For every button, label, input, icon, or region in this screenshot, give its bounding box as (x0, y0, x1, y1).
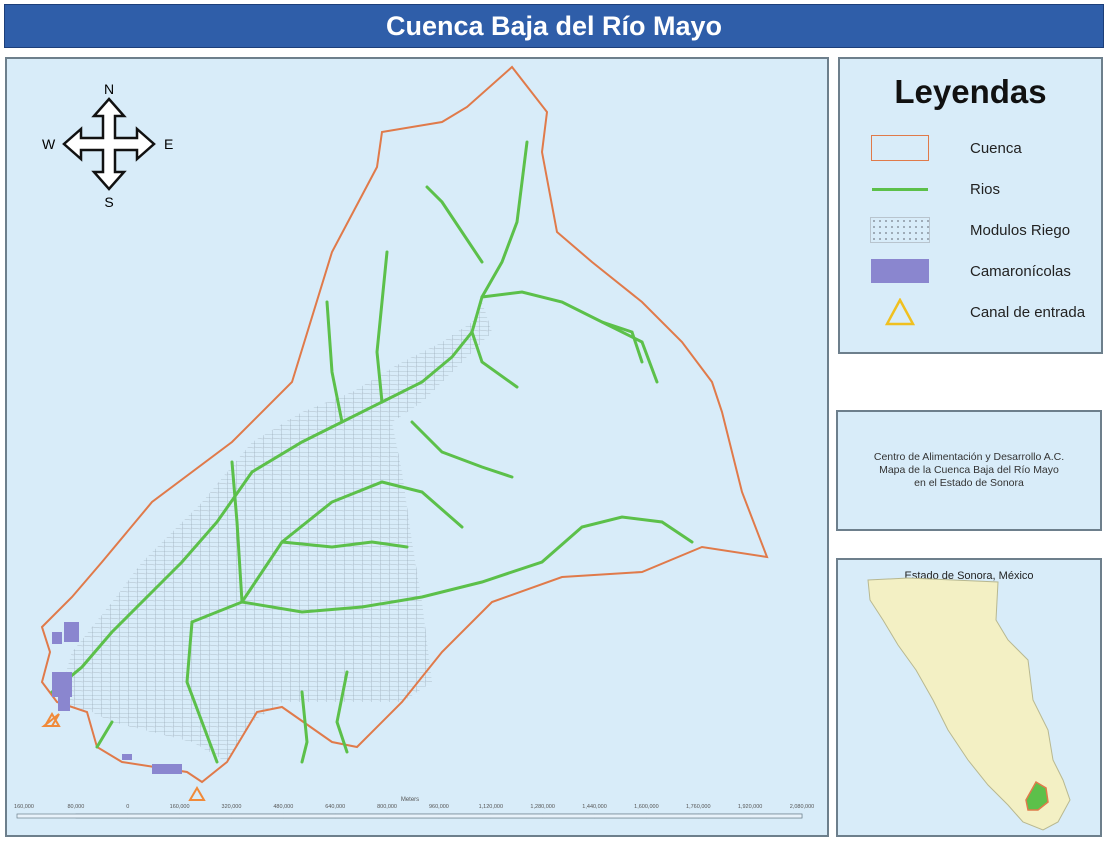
basin-map: N S E W (14, 65, 814, 819)
map-title: Cuenca Baja del Río Mayo (4, 4, 1104, 48)
river (240, 480, 464, 604)
map-frame: N S E W (5, 57, 829, 837)
rivers (50, 140, 694, 764)
irrigation-pattern-swatch (870, 217, 930, 243)
basin-outline-swatch (871, 135, 929, 161)
scale-tick-label: 2,080,000 (790, 804, 814, 810)
river (410, 420, 514, 479)
scale-tick-label: 80,000 (67, 804, 84, 810)
inset-basin (1025, 780, 1049, 811)
info-line-1: Centro de Alimentación y Desarrollo A.C. (873, 451, 1065, 463)
scale-tick-label: 320,000 (222, 804, 242, 810)
river (480, 290, 659, 384)
legend-title: Leyendas (894, 73, 1047, 110)
scale-tick-label: 1,440,000 (582, 804, 606, 810)
river (230, 460, 244, 604)
scale-bar: Meters 160,000 80,000 0 160,000 320,000 480,0… (14, 797, 814, 819)
river (190, 515, 694, 624)
river (600, 320, 644, 364)
scale-tick-label: 160,000 (14, 804, 34, 810)
river (50, 140, 529, 694)
scale-tick-label: 960,000 (429, 804, 449, 810)
scale-tick-label: 0 (126, 804, 129, 810)
irrigation-modules-area (57, 302, 492, 762)
river (375, 250, 389, 404)
river (300, 690, 309, 764)
river (95, 720, 114, 749)
compass-n: N (104, 81, 114, 97)
scale-tick-label: 1,120,000 (479, 804, 503, 810)
info-panel: Centro de Alimentación y Desarrollo A.C.… (836, 410, 1102, 531)
scale-tick-label: 1,760,000 (686, 804, 710, 810)
compass-w: W (42, 136, 56, 152)
compass-s: S (104, 194, 113, 210)
scale-tick-label: 1,280,000 (530, 804, 554, 810)
river (425, 185, 484, 264)
scale-tick-label: 800,000 (377, 804, 397, 810)
legend-panel: Leyendas Cuenca Rios Modulos Riego Camar… (838, 57, 1103, 354)
scale-tick-label: 160,000 (170, 804, 190, 810)
river (185, 620, 219, 764)
scale-tick-label: 480,000 (273, 804, 293, 810)
sonora-state-map (867, 577, 1071, 831)
compass-e: E (164, 136, 173, 152)
info-line-2: Mapa de la Cuenca Baja del Río Mayo (879, 464, 1059, 476)
legend-item-rios: Rios (870, 174, 1000, 204)
river (325, 300, 344, 424)
scale-tick-label: 640,000 (325, 804, 345, 810)
compass-rose-icon: N S E W (42, 81, 173, 210)
river-line-swatch (872, 187, 928, 191)
sonora-outline (867, 577, 1071, 831)
scale-tick-label: 1,600,000 (634, 804, 658, 810)
info-line-3: en el Estado de Sonora (914, 477, 1024, 489)
river (335, 670, 349, 754)
canal-entrance-markers (41, 712, 206, 801)
river (280, 540, 409, 549)
inset-map-panel: Estado de Sonora, México (836, 558, 1102, 837)
scale-unit: Meters (401, 797, 419, 803)
triangle-icon (41, 712, 61, 727)
legend-item-camaronicolas: Camaronícolas (870, 256, 1071, 286)
scale-tick-label: 1,920,000 (738, 804, 762, 810)
legend-item-canal: Canal de entrada (870, 297, 1085, 327)
triangle-icon (885, 298, 915, 326)
shrimp-farms (52, 622, 182, 774)
triangle-icon (188, 786, 206, 801)
legend-item-modulos: Modulos Riego (870, 215, 1070, 245)
river (470, 330, 519, 389)
legend-item-cuenca: Cuenca (870, 133, 1022, 163)
shrimp-farm-swatch (871, 259, 929, 283)
